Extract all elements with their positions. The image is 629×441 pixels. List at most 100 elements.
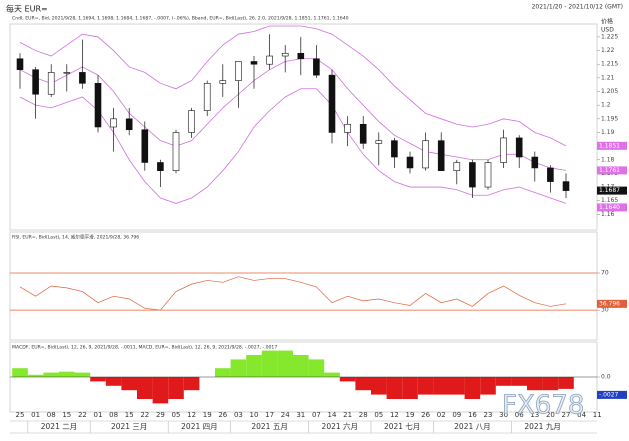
x-tick-label: 29 bbox=[156, 411, 165, 419]
candle-body bbox=[141, 129, 149, 163]
month-label: 2021 三月 bbox=[111, 422, 147, 431]
y-tick-label: 1.205 bbox=[601, 88, 618, 95]
macd-bar bbox=[402, 377, 418, 399]
macd-bar bbox=[90, 377, 106, 382]
x-tick-label: 19 bbox=[203, 411, 212, 419]
currency: USD bbox=[601, 27, 614, 34]
x-tick-label: 15 bbox=[125, 411, 134, 419]
macd-bar bbox=[168, 377, 184, 399]
x-tick-label: 24 bbox=[281, 411, 290, 419]
candle-body bbox=[172, 132, 180, 171]
x-tick-label: 15 bbox=[62, 411, 71, 419]
candle-body bbox=[266, 55, 273, 65]
candle-body bbox=[422, 140, 429, 169]
x-tick-label: 30 bbox=[499, 411, 508, 419]
x-tick-label: 06 bbox=[515, 411, 524, 419]
x-tick-label: 20 bbox=[546, 411, 555, 419]
x-tick-label: 13 bbox=[530, 411, 539, 419]
macd-bar bbox=[152, 377, 169, 404]
candle-body bbox=[469, 162, 476, 188]
rsi-value-label-box bbox=[597, 299, 627, 308]
candle-body bbox=[188, 110, 195, 133]
x-tick-label: 08 bbox=[109, 411, 118, 419]
candle-body bbox=[297, 52, 305, 60]
candle-legend: Cndl, EUR=, Bid, 2021/9/28, 1.1694, 1.16… bbox=[12, 16, 349, 22]
candle-body bbox=[375, 140, 383, 144]
candle-body bbox=[47, 72, 55, 95]
macd-bar bbox=[449, 377, 465, 395]
candle-body bbox=[391, 140, 398, 158]
macd-bar bbox=[324, 372, 340, 377]
candle-body bbox=[32, 69, 39, 95]
candle-body bbox=[281, 52, 289, 57]
candle-body bbox=[110, 118, 117, 128]
x-tick-label: 22 bbox=[78, 411, 87, 419]
candle-body bbox=[562, 181, 570, 191]
candle-body bbox=[359, 123, 367, 144]
macd-bar bbox=[261, 350, 278, 377]
y-tick-label: 1.2 bbox=[601, 102, 611, 109]
macd-bar bbox=[495, 377, 512, 386]
mid-band-label-box bbox=[597, 166, 627, 175]
x-tick-label: 21 bbox=[343, 411, 352, 419]
candle-body bbox=[453, 162, 461, 171]
upper-band-label-box bbox=[597, 141, 627, 150]
x-tick-label: 12 bbox=[390, 411, 399, 419]
bollinger-band bbox=[19, 58, 567, 171]
x-tick-label: 05 bbox=[374, 411, 383, 419]
y-tick-label: 1.225 bbox=[601, 33, 618, 40]
macd-bar bbox=[230, 359, 247, 377]
macd-bar bbox=[527, 377, 543, 391]
lower-band-label-box bbox=[597, 203, 627, 212]
x-tick-label: 07 bbox=[312, 411, 321, 419]
x-tick-label: 03 bbox=[234, 411, 243, 419]
macd-bar bbox=[511, 377, 527, 386]
macd-bar bbox=[371, 377, 387, 395]
candle-body bbox=[157, 162, 164, 171]
x-tick-label: 12 bbox=[187, 411, 196, 419]
x-tick-label: 27 bbox=[562, 411, 571, 419]
macd-bar bbox=[277, 350, 293, 377]
x-tick-label: 25 bbox=[16, 411, 25, 419]
x-tick-label: 23 bbox=[484, 411, 493, 419]
macd-bar bbox=[355, 377, 371, 391]
month-label: 2021 二月 bbox=[41, 422, 77, 431]
watermark: FX678 bbox=[502, 391, 584, 421]
macd-bar bbox=[293, 355, 309, 377]
x-tick-label: 16 bbox=[468, 411, 477, 419]
candle-body bbox=[235, 61, 242, 81]
y-tick-label: 1.215 bbox=[601, 61, 618, 68]
macd-bar bbox=[59, 371, 75, 377]
macd-bar bbox=[43, 372, 59, 377]
candle-body bbox=[437, 140, 445, 171]
x-tick-label: 09 bbox=[452, 411, 461, 419]
last-price-label-box bbox=[597, 186, 627, 195]
x-tick-label: 05 bbox=[172, 411, 181, 419]
macd-bar bbox=[558, 377, 574, 389]
x-tick-label: 10 bbox=[250, 411, 259, 419]
macd-bar bbox=[464, 377, 481, 399]
macd-bar bbox=[215, 368, 231, 377]
month-label: 2021 七月 bbox=[384, 422, 420, 431]
candle-body bbox=[313, 58, 320, 76]
month-label: 2021 五月 bbox=[251, 422, 287, 431]
month-label: 2021 九月 bbox=[524, 422, 560, 431]
candle-body bbox=[250, 61, 258, 65]
rsi-panel bbox=[9, 231, 598, 341]
y-tick-label: 1.19 bbox=[601, 129, 615, 136]
macd-value-label: -.0027 bbox=[599, 391, 619, 398]
y-tick-label: 1.22 bbox=[601, 47, 615, 54]
x-tick-label: 19 bbox=[406, 411, 415, 419]
y-tick-label: 0.0 bbox=[601, 374, 611, 381]
x-tick-label: 26 bbox=[218, 411, 227, 419]
x-tick-label: 31 bbox=[296, 411, 305, 419]
mid-band-label: 1.1761 bbox=[599, 167, 620, 174]
macd-legend: MACDF, EUR=, Bid(Last), 12, 26, 9, 2021/… bbox=[12, 345, 277, 351]
candle-body bbox=[63, 72, 71, 74]
candle-body bbox=[484, 162, 492, 188]
macd-value-label-box bbox=[597, 390, 627, 399]
y-tick-label: 1.21 bbox=[601, 74, 615, 81]
x-tick-label: 08 bbox=[47, 411, 56, 419]
x-tick-label: 22 bbox=[140, 411, 149, 419]
